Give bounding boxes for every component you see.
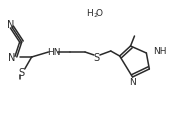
Text: N: N <box>7 20 15 30</box>
Text: N: N <box>129 78 136 87</box>
Text: N: N <box>8 53 16 62</box>
Text: 2: 2 <box>94 13 97 18</box>
Text: H: H <box>87 8 93 17</box>
Text: NH: NH <box>153 47 167 56</box>
Text: S: S <box>94 53 100 62</box>
Text: S: S <box>19 67 25 77</box>
Text: O: O <box>96 8 103 17</box>
Text: HN: HN <box>47 48 60 57</box>
